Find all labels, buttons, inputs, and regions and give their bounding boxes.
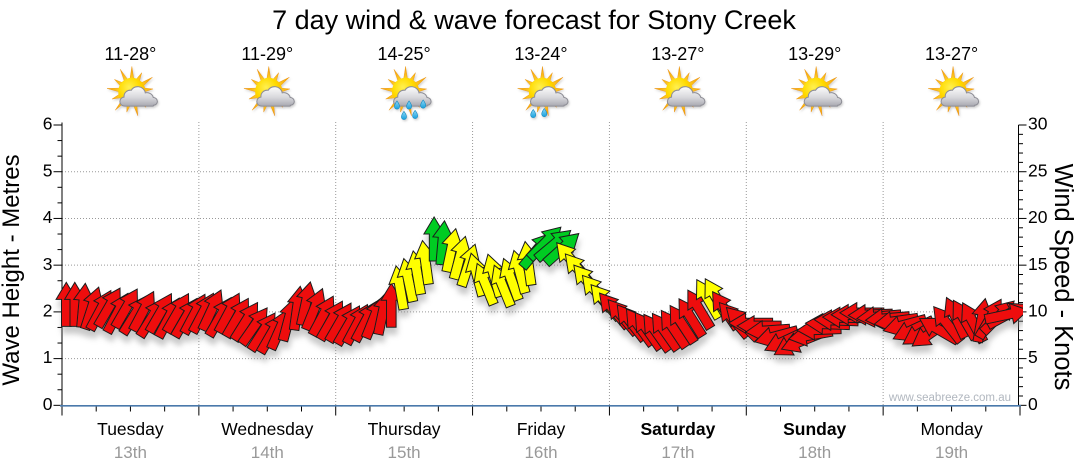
svg-text:14th: 14th xyxy=(251,443,284,462)
svg-text:Thursday: Thursday xyxy=(368,419,441,439)
svg-text:3: 3 xyxy=(43,254,53,274)
svg-text:13th: 13th xyxy=(114,443,147,462)
svg-text:5: 5 xyxy=(43,160,53,180)
svg-text:11-28°: 11-28° xyxy=(104,44,156,64)
svg-text:13-27°: 13-27° xyxy=(651,44,704,64)
svg-text:Wednesday: Wednesday xyxy=(221,419,313,439)
svg-text:13-27°: 13-27° xyxy=(925,44,978,64)
svg-text:15th: 15th xyxy=(388,443,421,462)
svg-text:25: 25 xyxy=(1028,160,1047,180)
svg-text:Friday: Friday xyxy=(517,419,566,439)
svg-text:Saturday: Saturday xyxy=(640,419,715,439)
svg-text:17th: 17th xyxy=(661,443,694,462)
svg-text:13-24°: 13-24° xyxy=(514,44,567,64)
svg-text:19th: 19th xyxy=(935,443,968,462)
svg-text:Wind Speed - Knots: Wind Speed - Knots xyxy=(1049,164,1077,391)
svg-text:20: 20 xyxy=(1028,207,1048,227)
svg-text:4: 4 xyxy=(43,207,53,227)
svg-text:www.seabreeze.com.au: www.seabreeze.com.au xyxy=(888,392,1011,404)
svg-text:30: 30 xyxy=(1028,114,1048,134)
svg-text:0: 0 xyxy=(43,394,53,414)
svg-text:10: 10 xyxy=(1028,300,1048,320)
svg-text:Sunday: Sunday xyxy=(783,419,846,439)
svg-text:Tuesday: Tuesday xyxy=(97,419,164,439)
svg-text:14-25°: 14-25° xyxy=(377,44,430,64)
svg-text:5: 5 xyxy=(1028,347,1038,367)
svg-text:18th: 18th xyxy=(798,443,831,462)
svg-text:7 day wind & wave forecast for: 7 day wind & wave forecast for Stony Cre… xyxy=(272,5,796,35)
svg-text:11-29°: 11-29° xyxy=(241,44,293,64)
svg-text:Wave Height - Metres: Wave Height - Metres xyxy=(0,154,25,385)
svg-text:Monday: Monday xyxy=(920,419,983,439)
svg-text:6: 6 xyxy=(43,114,53,134)
svg-text:0: 0 xyxy=(1028,394,1038,414)
svg-text:13-29°: 13-29° xyxy=(788,44,841,64)
svg-text:15: 15 xyxy=(1028,254,1047,274)
svg-text:1: 1 xyxy=(43,347,53,367)
svg-text:2: 2 xyxy=(43,300,53,320)
svg-text:16th: 16th xyxy=(524,443,557,462)
